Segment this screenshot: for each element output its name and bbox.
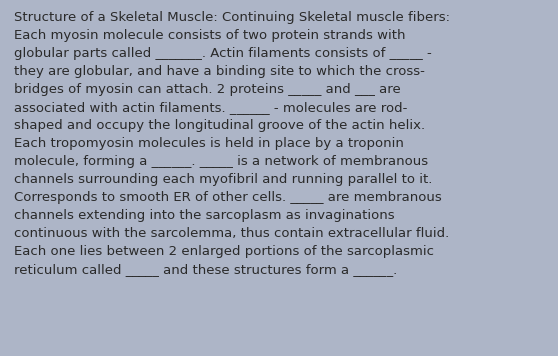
Text: Structure of a Skeletal Muscle: Continuing Skeletal muscle fibers:
Each myosin m: Structure of a Skeletal Muscle: Continui… — [14, 11, 450, 276]
